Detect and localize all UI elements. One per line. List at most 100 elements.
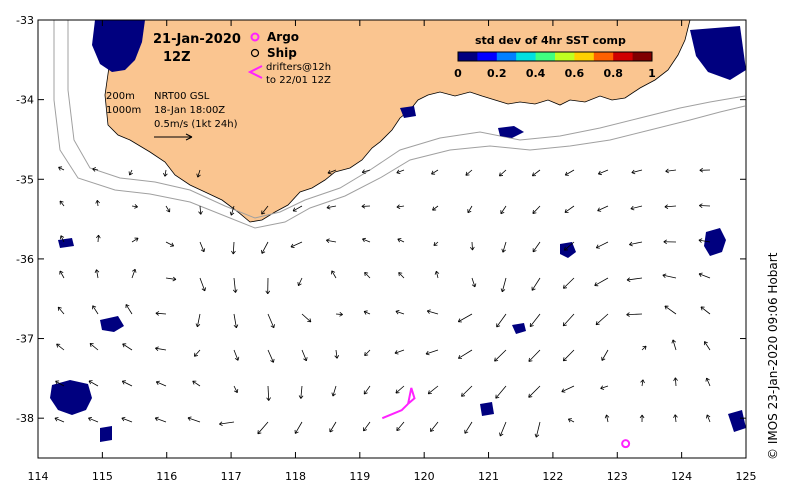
current-vector-head <box>334 355 340 359</box>
current-vector-head <box>597 207 602 212</box>
current-vector-head <box>198 211 203 215</box>
colorbar-tick-label: 0.2 <box>487 67 507 80</box>
current-vector-head <box>662 273 667 279</box>
current-vector-head <box>470 246 475 251</box>
current-vector-head <box>597 170 602 176</box>
current-vector-head <box>294 429 299 434</box>
current-vector-head <box>326 204 331 210</box>
current-vector <box>529 313 541 327</box>
current-vector <box>332 385 337 397</box>
current-vector <box>563 349 575 362</box>
plot-frame <box>37 19 747 459</box>
sst-patch-west <box>100 316 124 332</box>
x-tick-label: 120 <box>414 470 435 483</box>
current-vector-head <box>88 380 93 385</box>
current-vector-head <box>529 323 534 328</box>
current-vector <box>395 310 405 315</box>
current-vector-head <box>430 427 435 432</box>
current-vector <box>564 205 575 213</box>
contour-1000m <box>53 20 746 229</box>
drifter-tracks <box>381 387 416 420</box>
current-vector-head <box>457 318 462 323</box>
current-vector <box>597 205 609 212</box>
x-tick-label: 124 <box>671 470 692 483</box>
current-vector <box>233 385 238 393</box>
current-vector-head <box>327 169 332 175</box>
current-vector-head <box>528 393 533 398</box>
current-vector <box>432 205 439 211</box>
current-vector <box>125 304 133 315</box>
current-vector-head <box>626 277 631 282</box>
colorbar-segment <box>574 52 595 61</box>
current-vector <box>331 270 337 279</box>
current-vector-head <box>528 357 533 362</box>
current-vector <box>363 385 371 395</box>
current-vector-head <box>265 290 271 295</box>
current-vector <box>267 313 275 328</box>
current-vector-head <box>155 346 159 351</box>
current-vector-head <box>290 243 295 248</box>
current-vector <box>532 169 541 177</box>
current-vector-head <box>631 169 636 175</box>
colorbar-segment <box>613 52 634 61</box>
current-vector <box>629 241 643 246</box>
current-vector <box>664 305 677 315</box>
current-vector <box>219 421 235 425</box>
current-vector <box>232 241 235 255</box>
current-vector-head <box>499 432 504 437</box>
current-vector-head <box>431 170 436 175</box>
current-vector <box>501 277 507 292</box>
colorbar-tick-label: 0 <box>454 67 462 80</box>
y-tick-label: -33 <box>16 14 34 27</box>
current-vector <box>60 235 65 243</box>
current-vector <box>598 169 609 175</box>
colorbar-tick-label: 0.8 <box>603 67 623 80</box>
current-vector-head <box>396 169 401 174</box>
current-vector <box>532 241 541 253</box>
current-vector <box>568 418 575 423</box>
current-vector <box>397 238 405 243</box>
ship-legend-label: Ship <box>267 46 297 60</box>
current-vector <box>326 205 337 209</box>
current-vector-head <box>361 169 366 174</box>
current-vector-head <box>92 305 97 310</box>
current-vector <box>565 169 575 176</box>
current-vector-head <box>155 380 160 386</box>
current-vector <box>121 417 133 423</box>
current-vector <box>129 169 133 176</box>
current-vector <box>435 271 439 279</box>
current-vector <box>199 277 206 292</box>
colorbar-segment <box>593 52 614 61</box>
current-vector <box>641 345 647 351</box>
current-vector-head <box>261 249 266 254</box>
current-vector-head <box>59 200 64 205</box>
sst-patch-shelf-3 <box>690 26 746 80</box>
current-vector <box>196 313 201 327</box>
current-vector-head <box>499 172 504 177</box>
x-tick-label: 122 <box>542 470 563 483</box>
current-vector-head <box>663 239 668 245</box>
current-vector-head <box>166 208 171 213</box>
current-vector <box>194 349 201 357</box>
current-vector <box>327 169 337 174</box>
current-vector-head <box>665 168 670 174</box>
current-vector-head <box>154 416 159 422</box>
current-vector <box>700 306 711 315</box>
sst-patch-south-east <box>728 410 746 432</box>
x-tick-label: 116 <box>156 470 177 483</box>
current-vector-head <box>122 343 127 348</box>
current-vector-head <box>699 167 704 173</box>
current-vector <box>496 313 507 328</box>
current-vector <box>364 349 371 356</box>
y-tick-label: -35 <box>16 173 34 186</box>
current-vector-head <box>561 388 566 393</box>
current-vector-head <box>501 248 506 253</box>
sst-patch-southwest <box>50 380 92 415</box>
current-vector <box>467 205 473 213</box>
y-tick-label: -36 <box>16 253 34 266</box>
current-vector-head <box>564 208 569 213</box>
colorbar-segment <box>555 52 575 61</box>
current-vector-head <box>270 324 275 329</box>
current-vector-head <box>193 352 198 357</box>
